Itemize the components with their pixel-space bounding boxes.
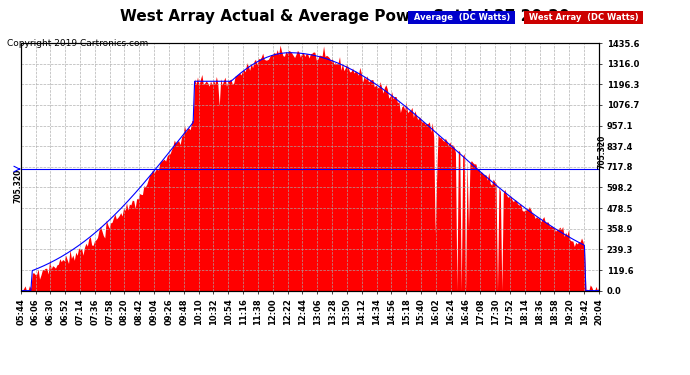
Text: 705.320: 705.320 bbox=[13, 169, 22, 203]
Text: West Array Actual & Average Power Sat Jul 27 20:20: West Array Actual & Average Power Sat Ju… bbox=[120, 9, 570, 24]
Text: West Array  (DC Watts): West Array (DC Watts) bbox=[526, 13, 641, 22]
Text: 705.320: 705.320 bbox=[598, 135, 607, 169]
Text: Copyright 2019 Cartronics.com: Copyright 2019 Cartronics.com bbox=[7, 39, 148, 48]
Text: Average  (DC Watts): Average (DC Watts) bbox=[411, 13, 513, 22]
